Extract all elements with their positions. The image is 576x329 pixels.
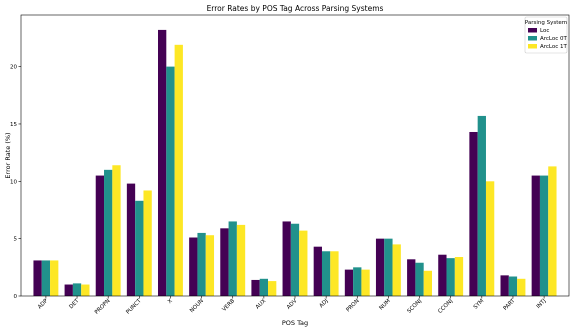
x-tick-label-det: DET xyxy=(68,298,81,311)
bar-propn-loc xyxy=(95,175,105,296)
x-tick-label-propn: PROPN xyxy=(94,298,112,316)
bar-propn-arcloc-0t xyxy=(104,169,113,296)
bars-group xyxy=(33,29,557,297)
bar-x-loc xyxy=(158,29,167,296)
bar-sym-arcloc-1t xyxy=(485,181,495,296)
bar-verb-arcloc-1t xyxy=(236,224,246,296)
x-axis-label: POS Tag xyxy=(282,319,308,327)
bar-aux-arcloc-0t xyxy=(259,278,269,296)
bar-cconj-arcloc-0t xyxy=(446,258,455,296)
legend-swatch-loc xyxy=(528,28,537,33)
x-tick-label-part: PART xyxy=(503,298,517,312)
chart-title: Error Rates by POS Tag Across Parsing Sy… xyxy=(207,4,384,13)
bar-part-loc xyxy=(500,275,509,296)
y-tick-label: 15 xyxy=(10,122,17,128)
bar-adp-loc xyxy=(33,260,42,296)
x-axis: ADP DET PROPN PUNCT X NOUN VERB AUX ADV ADJ PRON NU… xyxy=(37,296,548,316)
x-tick-label-aux: AUX xyxy=(255,298,268,311)
bar-noun-loc xyxy=(189,237,198,296)
bar-num-arcloc-0t xyxy=(384,238,393,296)
bar-adv-arcloc-1t xyxy=(299,230,308,296)
bar-sconj-arcloc-0t xyxy=(415,262,424,296)
bar-num-loc xyxy=(375,238,385,296)
x-tick-label-noun: NOUN xyxy=(189,298,205,314)
legend-swatch-arcloc-0t xyxy=(528,36,537,41)
bar-part-arcloc-1t xyxy=(517,278,526,296)
bar-verb-loc xyxy=(220,228,229,296)
legend-label-arcloc-0t: ArcLoc 0T xyxy=(540,36,568,42)
bar-noun-arcloc-0t xyxy=(197,232,206,296)
bar-propn-arcloc-1t xyxy=(112,165,121,296)
bar-det-arcloc-0t xyxy=(72,283,82,296)
y-tick-label: 5 xyxy=(14,237,18,243)
x-tick-label-intj: INTJ xyxy=(536,298,548,310)
bar-adj-arcloc-1t xyxy=(330,251,339,296)
legend: Parsing System Loc ArcLoc 0T ArcLoc 1T xyxy=(524,16,568,54)
bar-intj-loc xyxy=(531,175,540,296)
bar-x-arcloc-0t xyxy=(166,66,175,296)
bar-adv-loc xyxy=(282,221,291,296)
bar-punct-arcloc-1t xyxy=(143,190,152,296)
y-tick-label: 0 xyxy=(14,294,18,300)
x-tick-label-pron: PRON xyxy=(345,298,360,313)
x-tick-label-cconj: CCONJ xyxy=(437,298,454,315)
x-tick-label-adv: ADV xyxy=(286,298,299,311)
plot-frame xyxy=(20,14,570,297)
x-tick-label-sym: SYM xyxy=(473,298,486,311)
bar-adp-arcloc-0t xyxy=(41,260,51,296)
bar-aux-loc xyxy=(251,279,260,296)
bar-intj-arcloc-1t xyxy=(548,166,557,296)
y-axis: 0 5 10 15 20 xyxy=(10,65,21,300)
x-tick-label-sconj: SCONJ xyxy=(406,298,423,315)
y-tick-label: 20 xyxy=(10,65,17,71)
bar-punct-loc xyxy=(126,183,136,296)
bar-sconj-loc xyxy=(407,259,416,296)
bar-sym-arcloc-0t xyxy=(477,115,486,297)
bar-pron-arcloc-0t xyxy=(353,267,362,296)
bar-det-arcloc-1t xyxy=(81,284,90,296)
bar-cconj-arcloc-1t xyxy=(454,257,464,296)
x-tick-label-x: X xyxy=(167,298,174,305)
bar-punct-arcloc-0t xyxy=(135,200,144,296)
y-axis-label: Error Rate (%) xyxy=(4,132,12,178)
legend-title: Parsing System xyxy=(525,20,567,26)
bar-intj-arcloc-0t xyxy=(539,175,549,296)
x-tick-label-verb: VERB xyxy=(221,298,236,313)
bar-adp-arcloc-1t xyxy=(50,260,59,296)
bar-sym-loc xyxy=(469,131,478,296)
legend-label-loc: Loc xyxy=(540,28,549,34)
x-tick-label-adj: ADJ xyxy=(319,298,330,309)
bar-noun-arcloc-1t xyxy=(205,235,215,296)
bar-pron-arcloc-1t xyxy=(361,269,370,296)
x-tick-label-num: NUM xyxy=(378,298,392,312)
y-tick-label: 10 xyxy=(10,179,17,185)
x-tick-label-adp: ADP xyxy=(37,298,50,311)
bar-aux-arcloc-1t xyxy=(268,281,277,296)
bar-adj-arcloc-0t xyxy=(321,251,331,296)
legend-swatch-arcloc-1t xyxy=(528,44,537,49)
x-tick-label-punct: PUNCT xyxy=(125,298,143,316)
bar-adj-loc xyxy=(313,246,322,296)
bar-cconj-loc xyxy=(438,254,447,296)
bar-verb-arcloc-0t xyxy=(228,221,237,296)
bar-num-arcloc-1t xyxy=(392,244,401,296)
bar-part-arcloc-0t xyxy=(508,276,518,296)
bar-pron-loc xyxy=(344,269,354,296)
bar-det-loc xyxy=(64,284,73,296)
legend-label-arcloc-1t: ArcLoc 1T xyxy=(540,44,568,50)
bar-x-arcloc-1t xyxy=(174,44,183,296)
bar-adv-arcloc-0t xyxy=(290,223,300,296)
bar-sconj-arcloc-1t xyxy=(423,270,432,296)
